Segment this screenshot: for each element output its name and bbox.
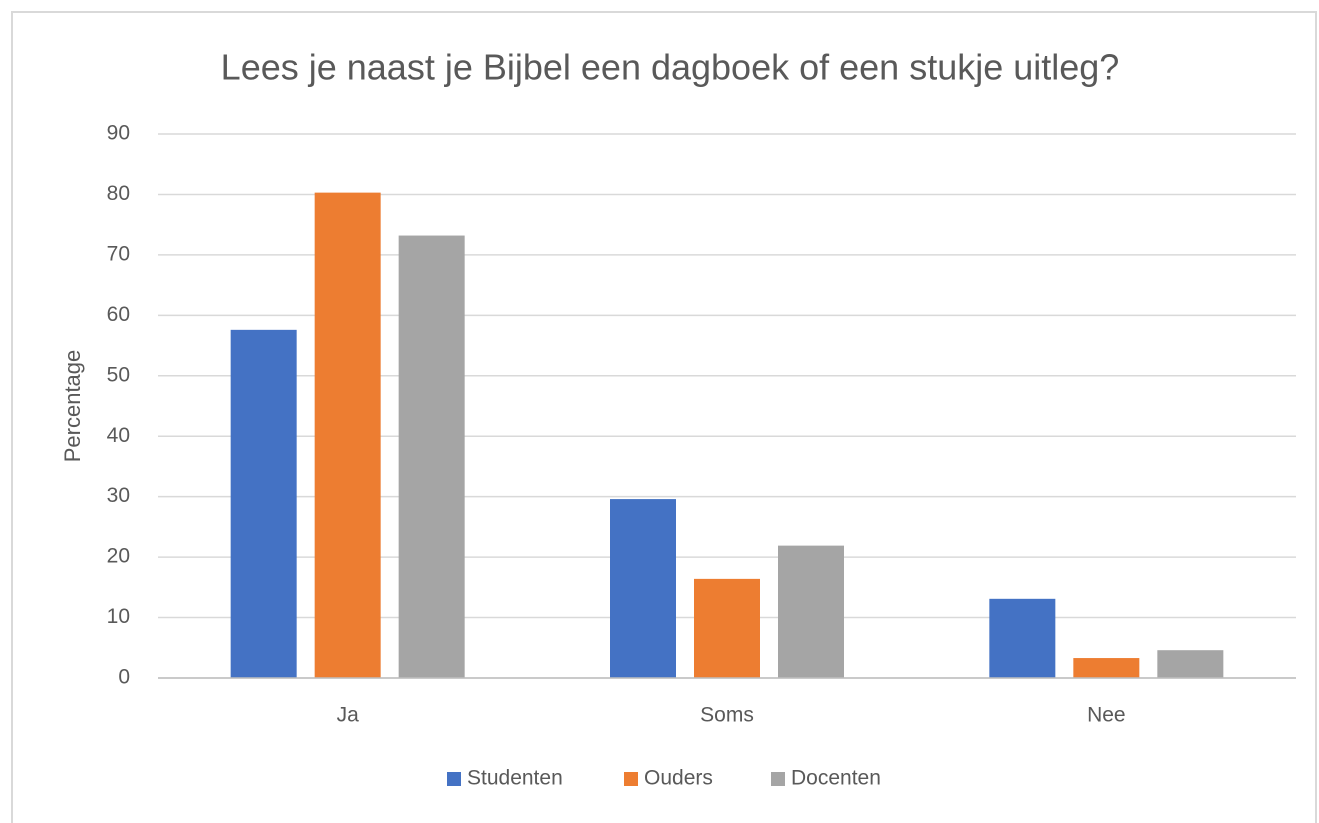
bar — [230, 329, 297, 678]
bar — [610, 499, 676, 678]
y-tick-label: 0 — [118, 666, 130, 689]
legend-label: Studenten — [467, 767, 563, 790]
x-tick-label: Soms — [700, 704, 754, 727]
y-axis-label: Percentage — [60, 350, 85, 463]
legend-swatch — [447, 772, 461, 786]
y-tick-label: 90 — [107, 122, 130, 145]
x-tick-label: Ja — [337, 704, 360, 727]
bar — [398, 235, 465, 678]
y-tick-label: 10 — [107, 605, 130, 628]
y-tick-label: 30 — [107, 484, 130, 507]
bar — [778, 545, 844, 678]
y-tick-label: 70 — [107, 242, 130, 265]
x-tick-label: Nee — [1087, 704, 1126, 727]
bar — [694, 578, 760, 678]
y-tick-label: 80 — [107, 182, 130, 205]
y-tick-label: 40 — [107, 424, 130, 447]
y-tick-label: 50 — [107, 363, 130, 386]
legend-swatch — [771, 772, 785, 786]
legend-swatch — [624, 772, 638, 786]
legend-label: Docenten — [791, 767, 881, 790]
y-tick-label: 60 — [107, 303, 130, 326]
bar — [1157, 650, 1224, 678]
bar — [989, 598, 1056, 678]
chart-title: Lees je naast je Bijbel een dagboek of e… — [221, 47, 1120, 88]
legend-label: Ouders — [644, 767, 713, 790]
bar — [314, 192, 381, 678]
bar — [1073, 658, 1140, 678]
y-tick-label: 20 — [107, 545, 130, 568]
chart-border — [11, 11, 1317, 823]
